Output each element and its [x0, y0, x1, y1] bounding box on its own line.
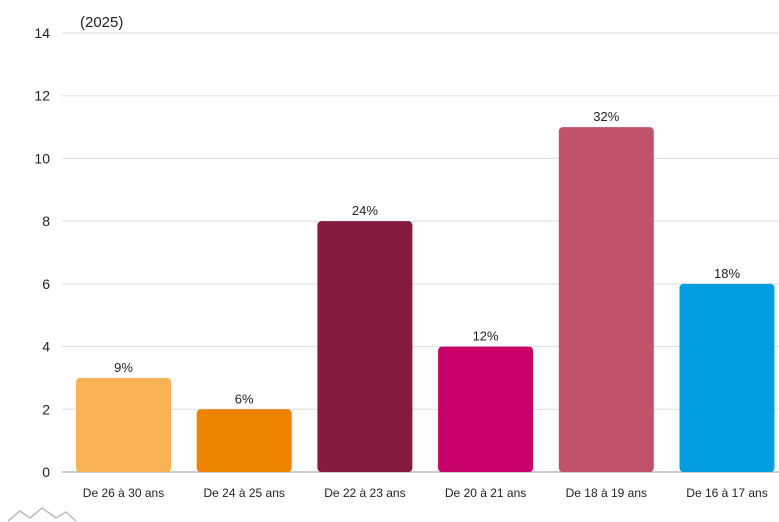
y-tick-label: 4: [42, 339, 50, 355]
bar: [438, 346, 534, 472]
bar: [76, 377, 171, 472]
y-tick-label: 12: [34, 88, 50, 104]
bar: [317, 221, 413, 472]
y-axis: 0 2 4 6 8 10 12 14: [34, 25, 50, 480]
bars: [76, 127, 775, 473]
x-tick-label: De 20 à 21 ans: [445, 486, 526, 500]
data-label: 12%: [473, 329, 499, 344]
y-tick-label: 8: [42, 213, 50, 229]
watermark-logo: [7, 507, 77, 522]
gridlines: [62, 32, 779, 473]
x-tick-label: De 26 à 30 ans: [83, 486, 164, 500]
x-tick-label: De 22 à 23 ans: [324, 486, 405, 500]
data-label: 9%: [114, 360, 133, 375]
x-tick-label: De 16 à 17 ans: [686, 486, 767, 500]
bar: [558, 127, 654, 473]
data-label: 32%: [593, 109, 619, 124]
y-tick-label: 2: [42, 401, 50, 417]
chart-subtitle: (2025): [80, 14, 123, 31]
data-label: 6%: [235, 391, 254, 406]
data-labels: 9% 6% 24% 12% 32% 18%: [114, 109, 740, 406]
bar: [196, 409, 292, 472]
x-axis: De 26 à 30 ans De 24 à 25 ans De 22 à 23 a…: [83, 486, 768, 500]
y-tick-label: 14: [34, 25, 50, 41]
y-tick-label: 6: [42, 276, 50, 292]
x-tick-label: De 24 à 25 ans: [203, 486, 284, 500]
data-label: 24%: [352, 203, 378, 218]
bar: [679, 283, 775, 472]
y-tick-label: 0: [42, 464, 50, 480]
x-tick-label: De 18 à 19 ans: [566, 486, 647, 500]
data-label: 18%: [714, 266, 740, 281]
y-tick-label: 10: [34, 150, 50, 166]
